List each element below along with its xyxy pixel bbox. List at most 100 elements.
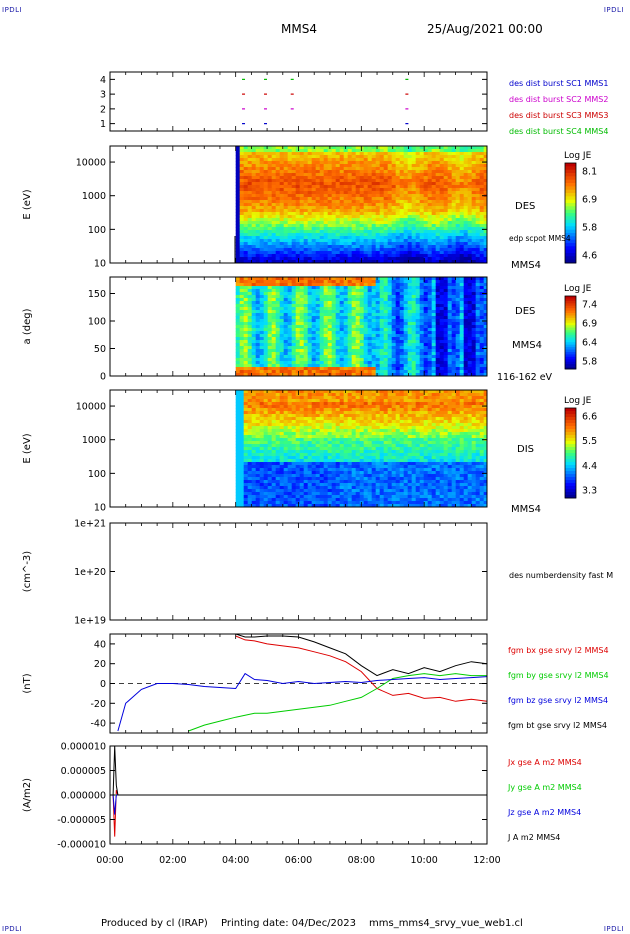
spectrogram-cell bbox=[239, 218, 245, 222]
spectrogram-cell bbox=[391, 236, 397, 240]
spectrogram-cell bbox=[343, 242, 349, 246]
spectrogram-cell bbox=[243, 146, 249, 150]
spectrogram-cell bbox=[479, 167, 485, 171]
spectrogram-cell bbox=[275, 492, 281, 496]
spectrogram-cell bbox=[351, 358, 357, 362]
spectrogram-cell bbox=[383, 218, 389, 222]
spectrogram-cell bbox=[475, 158, 481, 162]
spectrogram-cell bbox=[303, 170, 309, 174]
spectrogram-cell bbox=[379, 230, 385, 234]
spectrogram-cell bbox=[459, 355, 465, 359]
spectrogram-cell bbox=[343, 152, 349, 156]
spectrogram-cell bbox=[371, 188, 377, 192]
spectrogram-cell bbox=[323, 292, 329, 296]
spectrogram-cell bbox=[351, 325, 357, 329]
spectrogram-cell bbox=[303, 364, 309, 368]
spectrogram-cell bbox=[347, 155, 353, 159]
spectrogram-cell bbox=[347, 182, 353, 186]
spectrogram-cell bbox=[255, 489, 261, 493]
spectrogram-cell bbox=[243, 242, 249, 246]
spectrogram-cell bbox=[319, 179, 325, 183]
spectrogram-cell bbox=[363, 245, 369, 249]
spectrogram-cell bbox=[267, 146, 273, 150]
spectrogram-cell bbox=[435, 170, 441, 174]
spectrogram-cell bbox=[419, 373, 425, 376]
spectrogram-cell bbox=[471, 248, 477, 252]
spectrogram-cell bbox=[423, 367, 429, 371]
spectrogram-cell bbox=[295, 346, 301, 350]
spectrogram-cell bbox=[471, 191, 477, 195]
spectrogram-cell bbox=[379, 221, 385, 225]
spectrogram-cell bbox=[355, 167, 361, 171]
spectrogram-cell bbox=[451, 292, 457, 296]
spectrogram-cell bbox=[411, 322, 417, 326]
spectrogram-cell bbox=[343, 361, 349, 365]
spectrogram-cell bbox=[267, 396, 273, 400]
spectrogram-cell bbox=[251, 399, 257, 403]
spectrogram-cell bbox=[379, 355, 385, 359]
spectrogram-cell bbox=[467, 194, 473, 198]
spectrogram-cell bbox=[247, 215, 253, 219]
spectrogram-cell bbox=[295, 227, 301, 231]
spectrogram-cell bbox=[287, 301, 293, 305]
spectrogram-cell bbox=[255, 477, 261, 481]
spectrogram-cell bbox=[267, 447, 273, 451]
spectrogram-cell bbox=[399, 277, 405, 281]
spectrogram-cell bbox=[343, 218, 349, 222]
spectrogram-cell bbox=[435, 188, 441, 192]
spectrogram-cell bbox=[395, 233, 401, 237]
spectrogram-cell bbox=[387, 170, 393, 174]
spectrogram-cell bbox=[339, 328, 345, 332]
spectrogram-cell bbox=[447, 224, 453, 228]
spectrogram-cell bbox=[255, 167, 261, 171]
spectrogram-cell bbox=[375, 206, 381, 210]
spectrogram-cell bbox=[275, 194, 281, 198]
spectrogram-cell bbox=[351, 307, 357, 311]
spectrogram-cell bbox=[287, 283, 293, 287]
spectrogram-cell bbox=[447, 349, 453, 353]
spectrogram-cell bbox=[323, 236, 329, 240]
spectrogram-cell bbox=[419, 370, 425, 374]
spectrogram-cell bbox=[283, 185, 289, 189]
spectrogram-cell bbox=[387, 203, 393, 207]
spectrogram-cell bbox=[239, 161, 245, 165]
spectrogram-cell bbox=[427, 245, 433, 249]
spectrogram-cell bbox=[379, 340, 385, 344]
spectrogram-cell bbox=[431, 161, 437, 165]
spectrogram-cell bbox=[391, 367, 397, 371]
spectrogram-cell bbox=[327, 289, 333, 293]
spectrogram-cell bbox=[471, 224, 477, 228]
spectrogram-cell bbox=[391, 206, 397, 210]
spectrogram-cell bbox=[279, 459, 285, 463]
spectrogram-cell bbox=[387, 152, 393, 156]
spectrogram-cell bbox=[271, 328, 277, 332]
spectrogram-cell bbox=[339, 251, 345, 255]
spectrogram-cell bbox=[251, 367, 257, 371]
spectrogram-cell bbox=[483, 337, 487, 341]
spectrogram-cell bbox=[379, 194, 385, 198]
spectrogram-cell bbox=[387, 298, 393, 302]
spectrogram-cell bbox=[375, 248, 381, 252]
spectrogram-cell bbox=[267, 227, 273, 231]
spectrogram-cell bbox=[379, 260, 385, 263]
spectrogram-cell bbox=[311, 328, 317, 332]
spectrogram-cell bbox=[383, 358, 389, 362]
spectrogram-cell bbox=[439, 251, 445, 255]
spectrogram-cell bbox=[403, 155, 409, 159]
spectrogram-cell bbox=[315, 331, 321, 335]
spectrogram-cell bbox=[415, 367, 421, 371]
spectrogram-cell bbox=[291, 304, 297, 308]
spectrogram-cell bbox=[311, 298, 317, 302]
spectrogram-cell bbox=[323, 176, 329, 180]
spectrogram-cell bbox=[255, 149, 261, 153]
spectrogram-cell bbox=[307, 149, 313, 153]
spectrogram-cell bbox=[387, 289, 393, 293]
spectrogram-cell bbox=[263, 495, 269, 499]
spectrogram-cell bbox=[431, 319, 437, 323]
spectrogram-cell bbox=[243, 349, 249, 353]
spectrogram-cell bbox=[395, 334, 401, 338]
spectrogram-cell bbox=[471, 257, 477, 261]
spectrogram-cell bbox=[323, 319, 329, 323]
spectrogram-cell bbox=[291, 355, 297, 359]
spectrogram-cell bbox=[267, 194, 273, 198]
